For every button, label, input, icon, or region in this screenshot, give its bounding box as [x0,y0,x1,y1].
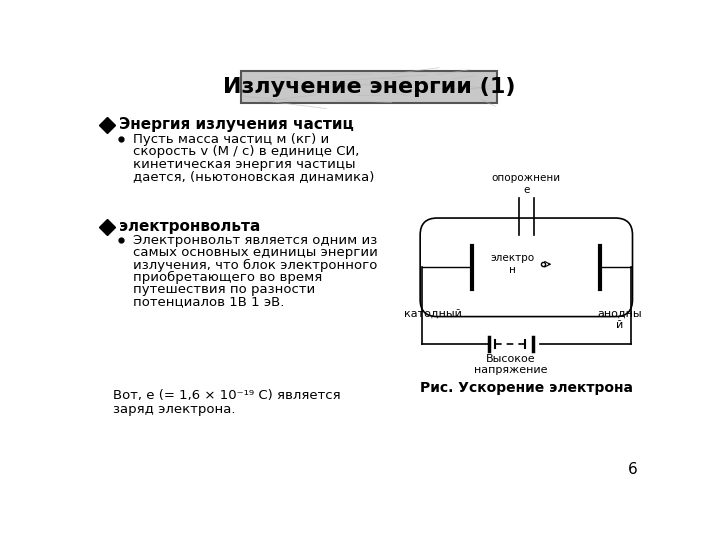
Text: электро
н: электро н [490,253,534,275]
Text: дается, (ньютоновская динамика): дается, (ньютоновская динамика) [132,170,374,183]
Text: электронвольта: электронвольта [120,219,261,234]
Text: самых основных единицы энергии: самых основных единицы энергии [132,246,377,259]
Text: опорожнени
е: опорожнени е [492,173,561,195]
Text: Излучение энергии (1): Излучение энергии (1) [222,77,516,97]
Text: Вот, е (= 1,6 × 10⁻¹⁹ С) является: Вот, е (= 1,6 × 10⁻¹⁹ С) является [113,389,341,402]
Text: Электронвольт является одним из: Электронвольт является одним из [132,234,377,247]
Text: заряд электрона.: заряд электрона. [113,403,235,416]
Text: Высокое
напряжение: Высокое напряжение [474,354,548,375]
Text: приобретающего во время: приобретающего во время [132,271,322,284]
Text: путешествия по разности: путешествия по разности [132,283,315,296]
Text: скорость v (М / с) в единице СИ,: скорость v (М / с) в единице СИ, [132,145,359,158]
Text: потенциалов 1В 1 эВ.: потенциалов 1В 1 эВ. [132,295,284,308]
Text: кинетическая энергия частицы: кинетическая энергия частицы [132,158,355,171]
Text: Энергия излучения частиц: Энергия излучения частиц [120,117,354,132]
FancyBboxPatch shape [241,71,497,103]
Text: катодный: катодный [405,309,462,319]
Text: Пусть масса частиц м (кг) и: Пусть масса частиц м (кг) и [132,133,329,146]
Text: анодны
й: анодны й [597,309,642,330]
Text: излучения, что блок электронного: излучения, что блок электронного [132,259,377,272]
Text: 6: 6 [628,462,637,477]
FancyBboxPatch shape [420,218,632,316]
Text: Рис. Ускорение электрона: Рис. Ускорение электрона [420,381,633,395]
